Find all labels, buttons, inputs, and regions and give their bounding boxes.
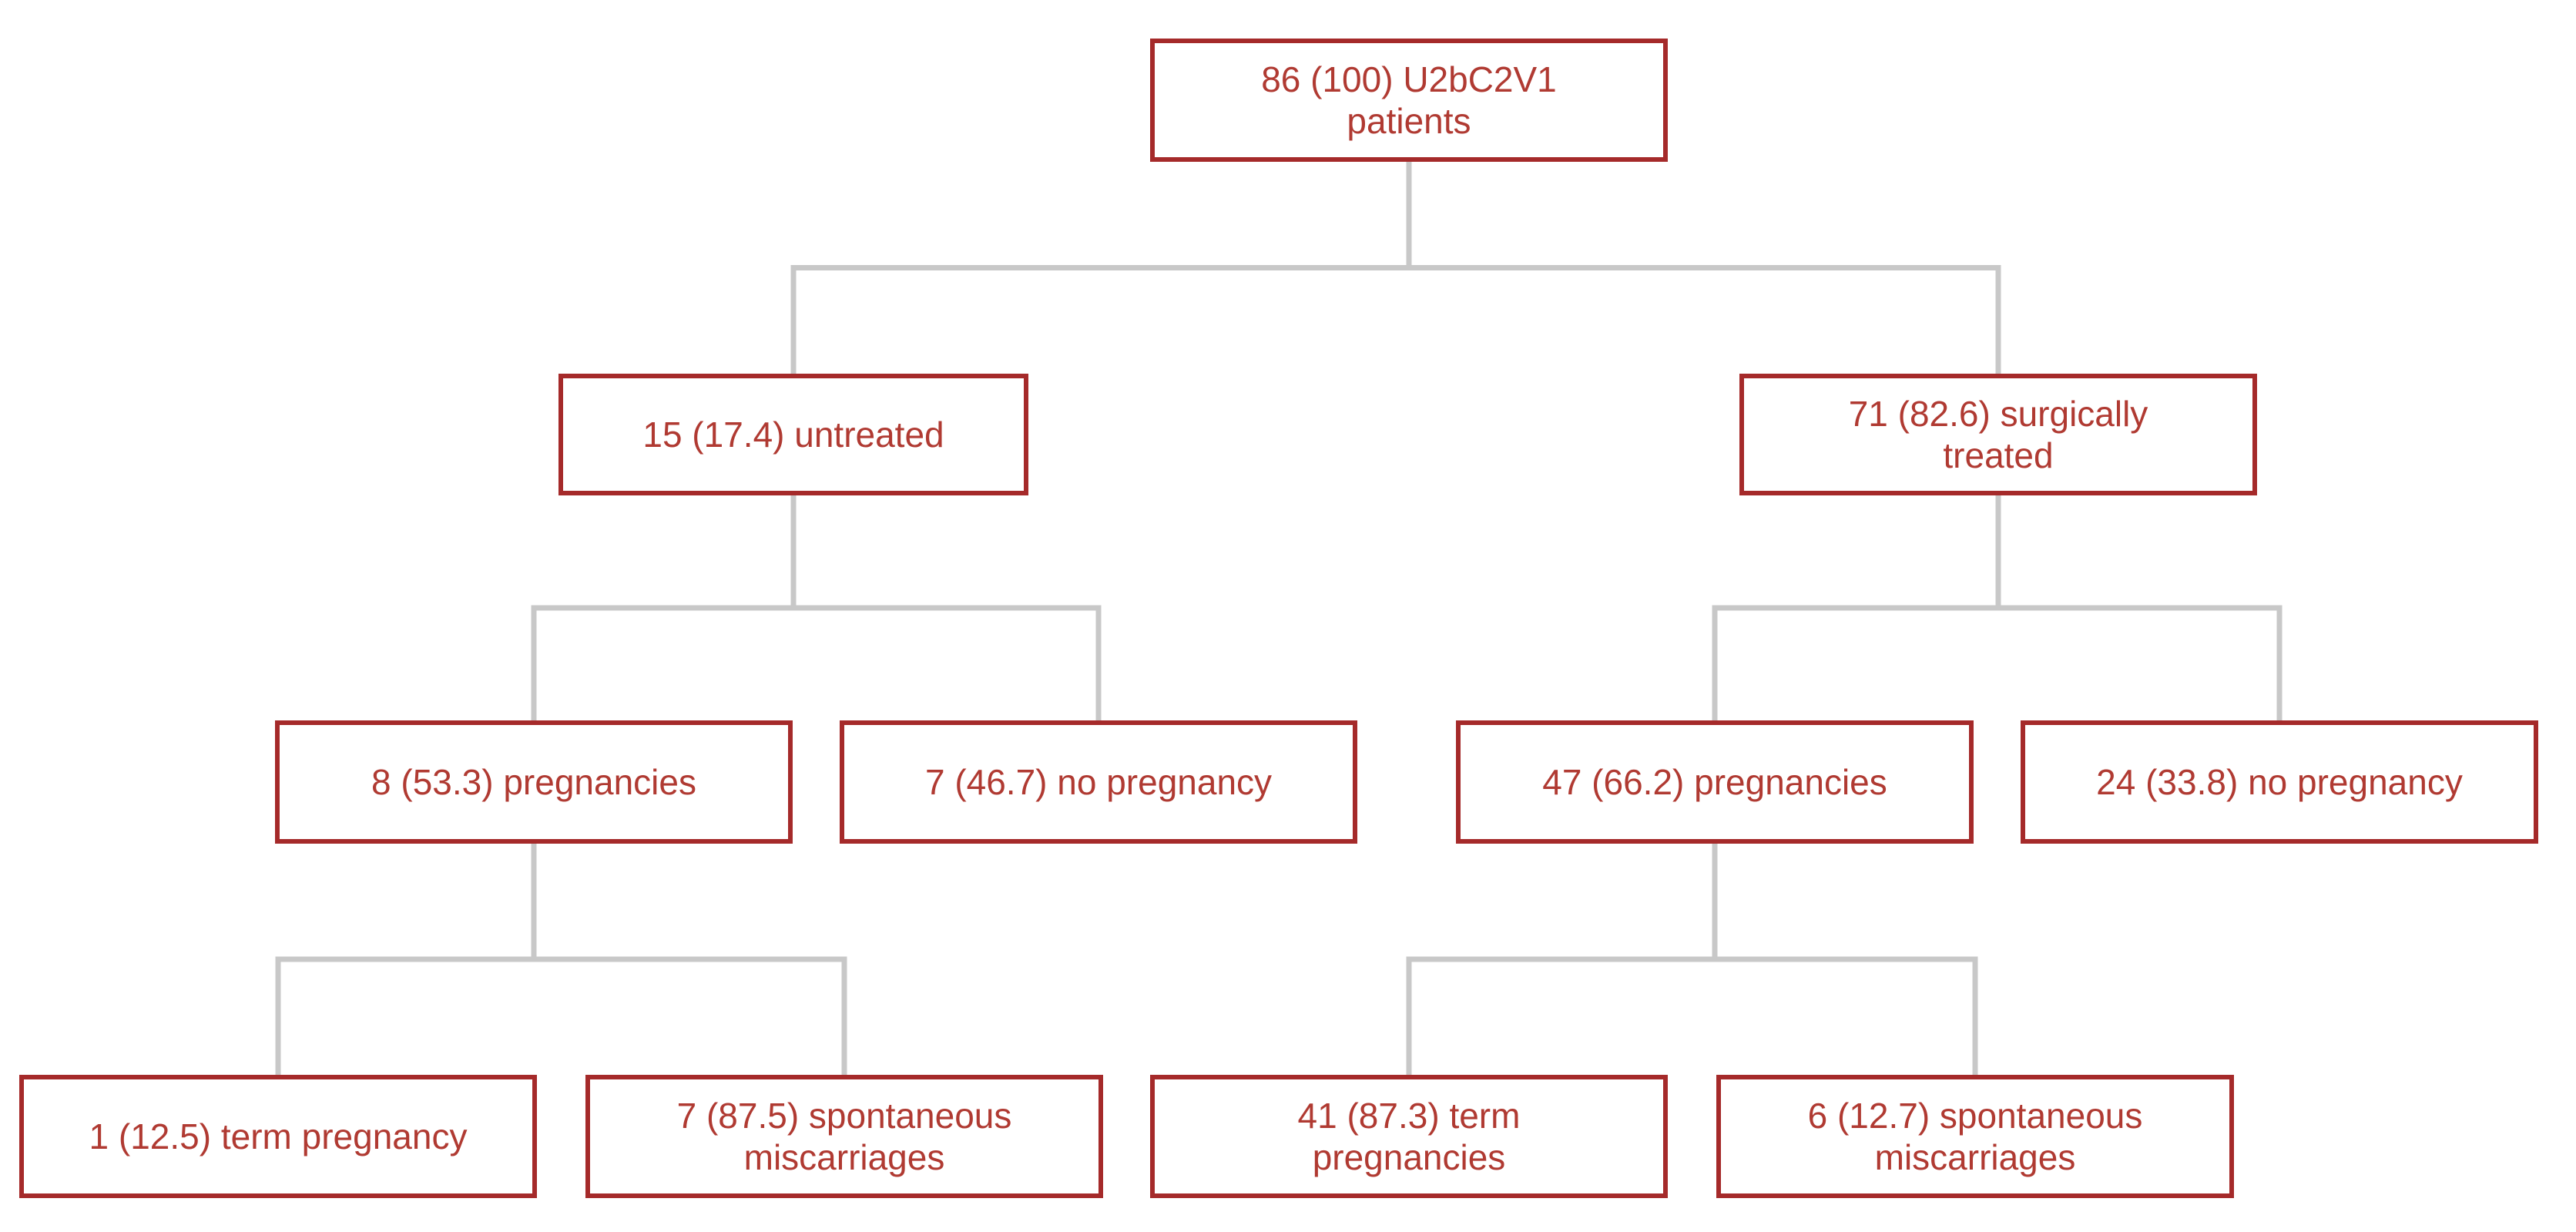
node-treated-miscarriages: 6 (12.7) spontaneous miscarriages — [1716, 1075, 2234, 1198]
node-surgically-treated: 71 (82.6) surgically treated — [1739, 374, 2257, 495]
connector-untreated-untreated_pregnancies — [531, 495, 797, 720]
connector-untreated_pregnancies-untreated_term — [275, 844, 537, 1075]
connector-treated_pregnancies-treated_miscarriages — [1712, 844, 1978, 1075]
node-untreated: 15 (17.4) untreated — [558, 374, 1028, 495]
connector-untreated_pregnancies-untreated_miscarriages — [531, 844, 847, 1075]
connector-treated_pregnancies-treated_term — [1406, 844, 1718, 1075]
node-untreated-miscarriages: 7 (87.5) spontaneous miscarriages — [585, 1075, 1103, 1198]
node-treated-term: 41 (87.3) term pregnancies — [1150, 1075, 1668, 1198]
connector-surgically_treated-treated_pregnancies — [1712, 495, 2001, 720]
node-root: 86 (100) U2bC2V1 patients — [1150, 39, 1668, 162]
connector-surgically_treated-treated_no_pregnancy — [1995, 495, 2283, 720]
connector-untreated-untreated_no_pregnancy — [790, 495, 1102, 720]
node-untreated-pregnancies: 8 (53.3) pregnancies — [275, 720, 793, 844]
node-treated-no-pregnancy: 24 (33.8) no pregnancy — [2021, 720, 2538, 844]
connector-root-untreated — [790, 162, 1412, 374]
connector-root-surgically_treated — [1406, 162, 2001, 374]
node-untreated-no-pregnancy: 7 (46.7) no pregnancy — [840, 720, 1357, 844]
node-untreated-term: 1 (12.5) term pregnancy — [19, 1075, 537, 1198]
node-treated-pregnancies: 47 (66.2) pregnancies — [1456, 720, 1974, 844]
